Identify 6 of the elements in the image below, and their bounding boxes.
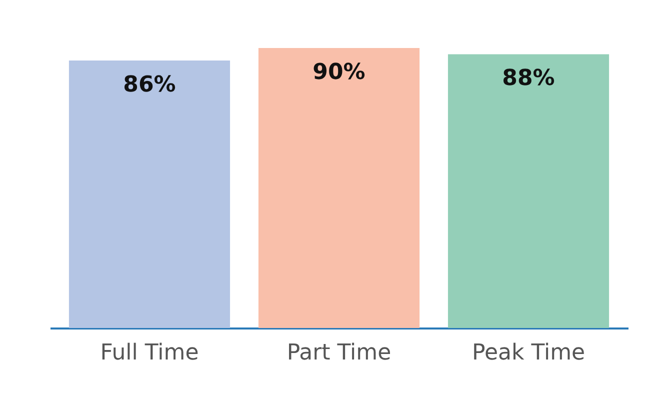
data-label: 88% xyxy=(502,66,555,92)
data-label: 90% xyxy=(312,60,366,85)
data-label: 86% xyxy=(123,72,176,98)
x-tick-label: Part Time xyxy=(286,340,392,366)
x-tick-label: Peak Time xyxy=(472,340,586,366)
x-tick-label: Full Time xyxy=(100,340,199,366)
